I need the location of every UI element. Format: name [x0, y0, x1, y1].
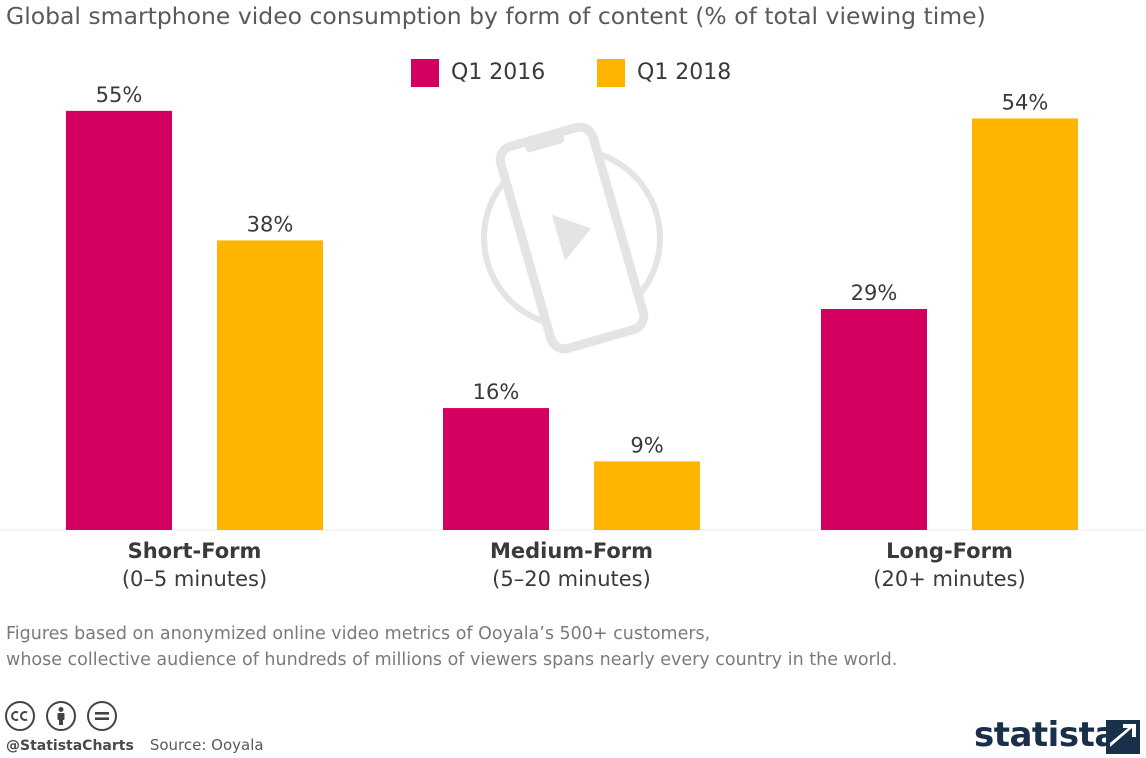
bar-label-short-form-q1-2018: 38% — [247, 212, 294, 236]
bar-label-medium-form-q1-2018: 9% — [630, 433, 663, 457]
chart-title: Global smartphone video consumption by f… — [6, 2, 986, 30]
category-sublabel-short-form: (0–5 minutes) — [122, 567, 267, 591]
legend-swatch-q1-2016 — [411, 59, 439, 87]
category-sublabel-long-form: (20+ minutes) — [873, 567, 1025, 591]
legend-swatch-q1-2018 — [597, 59, 625, 87]
bar-long-form-q1-2016[interactable] — [821, 309, 927, 530]
category-label-medium-form: Medium-Form — [490, 539, 653, 563]
statista-logo[interactable]: statista — [974, 712, 1144, 758]
legend-label-q1-2018: Q1 2018 — [637, 60, 732, 85]
footnote-line-1: Figures based on anonymized online video… — [6, 624, 711, 644]
legend: Q1 2016 Q1 2018 — [0, 58, 1146, 88]
bar-medium-form-q1-2018[interactable] — [594, 461, 700, 530]
bar-label-long-form-q1-2018: 54% — [1002, 90, 1049, 114]
category-labels-group: Short-Form (0–5 minutes) Medium-Form (5–20 … — [122, 539, 1026, 591]
bar-short-form-q1-2016[interactable] — [66, 110, 172, 531]
bar-label-medium-form-q1-2016: 16% — [473, 380, 520, 404]
category-label-short-form: Short-Form — [128, 539, 262, 563]
no-derivatives-icon[interactable] — [87, 701, 117, 731]
category-sublabel-medium-form: (5–20 minutes) — [492, 567, 651, 591]
bar-medium-form-q1-2016[interactable] — [443, 408, 549, 530]
footnote-line-2: whose collective audience of hundreds of… — [6, 650, 898, 670]
bar-labels-group: 55% 38% 16% 9% 29% 54% — [96, 83, 1049, 458]
bar-short-form-q1-2018[interactable] — [217, 240, 323, 530]
bar-label-short-form-q1-2016: 55% — [96, 83, 143, 107]
legend-label-q1-2016: Q1 2016 — [451, 60, 546, 85]
creative-commons-icon[interactable] — [5, 701, 35, 731]
category-label-long-form: Long-Form — [886, 539, 1013, 563]
attribution-icon[interactable] — [46, 701, 76, 731]
bars-group — [66, 110, 1078, 531]
smartphone-play-icon — [481, 122, 663, 354]
statista-logo-icon — [1106, 720, 1140, 754]
bar-label-long-form-q1-2016: 29% — [851, 281, 898, 305]
bar-long-form-q1-2018[interactable] — [972, 118, 1078, 530]
bar-chart: 55% 38% 16% 9% 29% 54% Short-Form (0–5 minutes… — [0, 83, 1146, 591]
statista-handle[interactable]: @StatistaCharts — [6, 738, 134, 754]
credit-line: @StatistaCharts Source: Ooyala — [6, 736, 264, 754]
brand-name: statista — [974, 715, 1117, 755]
footnote: Figures based on anonymized online video… — [6, 621, 1126, 673]
source-text: Source: Ooyala — [149, 736, 264, 754]
